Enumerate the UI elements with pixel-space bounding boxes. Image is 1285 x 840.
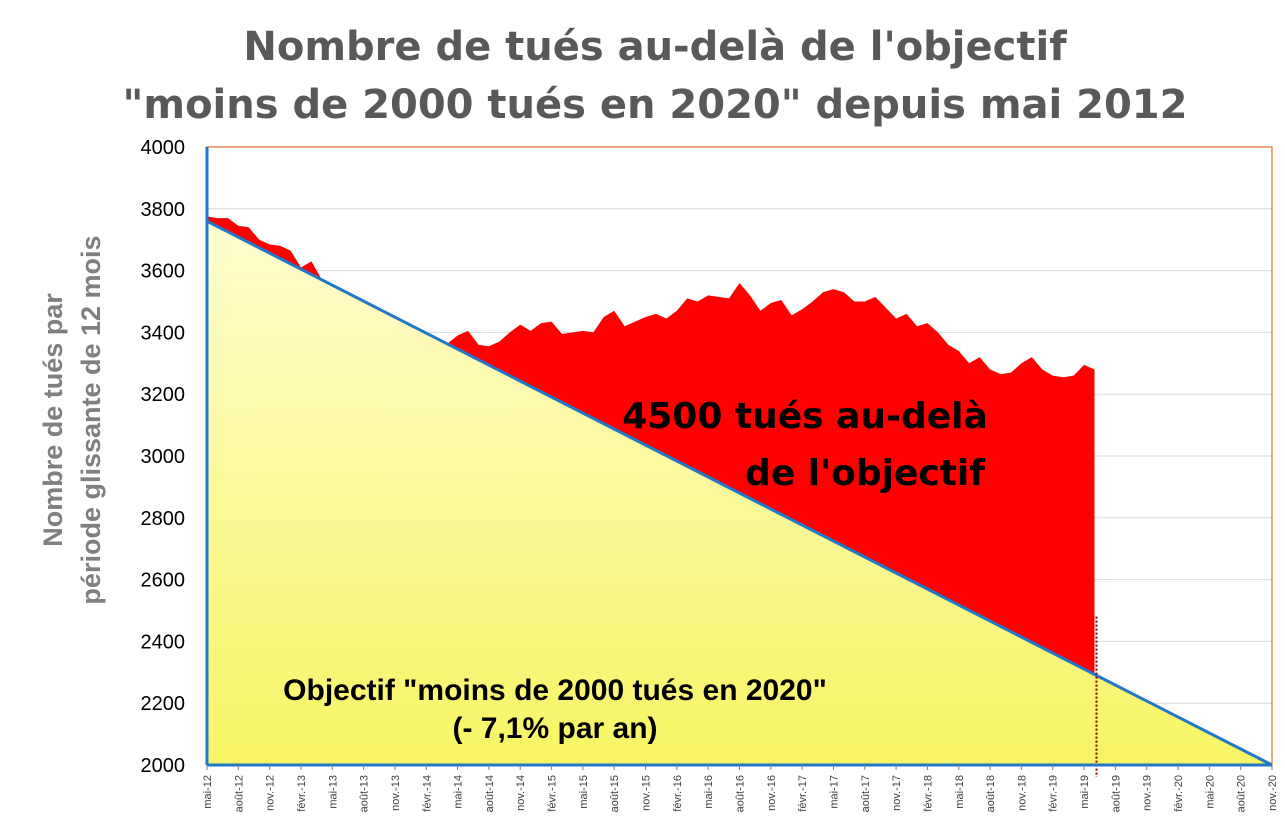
objective-annotation-line-2: (- 7,1% par an) — [452, 712, 657, 745]
y-tick-label-3600: 3600 — [141, 261, 186, 283]
x-tick-label-31: févr.-20 — [1173, 775, 1185, 812]
y-tick-label-2400: 2400 — [141, 631, 186, 653]
x-tick-label-4: mai-13 — [327, 775, 339, 809]
x-tick-label-7: févr.-14 — [421, 775, 433, 812]
y-tick-label-4000: 4000 — [141, 137, 186, 159]
x-tick-label-0: mai-12 — [202, 775, 214, 809]
x-tick-label-13: août-15 — [609, 775, 621, 812]
x-tick-label-34: nov.-20 — [1267, 775, 1279, 811]
excess-annotation-line-1: 4500 tués au-delà — [622, 396, 988, 437]
y-tick-label-2000: 2000 — [141, 755, 186, 777]
x-tick-label-9: août-14 — [484, 775, 496, 812]
x-tick-label-10: nov.-14 — [515, 775, 527, 811]
x-tick-label-22: nov.-17 — [891, 775, 903, 811]
x-tick-label-32: mai-20 — [1204, 775, 1216, 809]
x-tick-label-12: mai-15 — [578, 775, 590, 809]
x-tick-label-24: mai-18 — [954, 775, 966, 809]
x-tick-label-8: mai-14 — [453, 775, 465, 809]
x-tick-label-15: févr.-16 — [672, 775, 684, 812]
x-tick-label-14: nov.-15 — [641, 775, 653, 811]
x-tick-label-2: nov.-12 — [265, 775, 277, 811]
y-tick-label-2200: 2200 — [141, 693, 186, 715]
x-tick-label-17: août-16 — [735, 775, 747, 812]
area-layer — [206, 216, 1273, 777]
objective-line — [206, 219, 1273, 767]
objective-annotation-line-1: Objectif "moins de 2000 tués en 2020" — [283, 674, 827, 707]
x-tick-label-27: févr.-19 — [1048, 775, 1060, 812]
x-tick-label-1: août-12 — [233, 775, 245, 812]
x-tick-label-33: août-20 — [1236, 775, 1248, 812]
x-tick-label-6: nov.-13 — [390, 775, 402, 811]
x-tick-label-11: févr.-15 — [547, 775, 559, 812]
axes: 2000 2200 2400 2600 2800 3000 3200 3400 3600 3800… — [141, 137, 1280, 812]
excess-area-1 — [436, 282, 1095, 675]
x-tick-label-25: août-18 — [985, 775, 997, 812]
chart-title-line-1: Nombre de tués au-delà de l'objectif — [243, 24, 1067, 70]
y-tick-label-2800: 2800 — [141, 508, 186, 530]
excess-annotation-line-2: de l'objectif — [745, 453, 985, 494]
chart-title-line-2: "moins de 2000 tués en 2020" depuis mai … — [123, 82, 1188, 128]
y-axis-title-line-2: période glissante de 12 mois — [76, 235, 106, 604]
x-tick-label-3: févr.-13 — [296, 775, 308, 812]
x-tick-label-29: août-19 — [1110, 775, 1122, 812]
x-tick-label-18: nov.-16 — [766, 775, 778, 811]
y-tick-label-3800: 3800 — [141, 199, 186, 221]
y-tick-label-3400: 3400 — [141, 322, 186, 344]
x-tick-label-21: août-17 — [860, 775, 872, 812]
x-tick-label-5: août-13 — [359, 775, 371, 812]
x-tick-label-28: mai-19 — [1079, 775, 1091, 809]
y-tick-label-3200: 3200 — [141, 384, 186, 406]
x-tick-label-16: mai-16 — [703, 775, 715, 809]
y-axis-title: Nombre de tués par période glissante de … — [38, 235, 106, 604]
y-tick-label-3000: 3000 — [141, 446, 186, 468]
x-tick-label-26: nov.-18 — [1016, 775, 1028, 811]
y-axis-title-line-1: Nombre de tués par — [38, 293, 68, 547]
x-tick-label-30: nov.-19 — [1142, 775, 1154, 811]
x-tick-label-20: mai-17 — [828, 775, 840, 809]
y-tick-label-2600: 2600 — [141, 570, 186, 592]
x-tick-label-23: févr.-18 — [922, 775, 934, 812]
x-tick-label-19: févr.-17 — [797, 775, 809, 812]
